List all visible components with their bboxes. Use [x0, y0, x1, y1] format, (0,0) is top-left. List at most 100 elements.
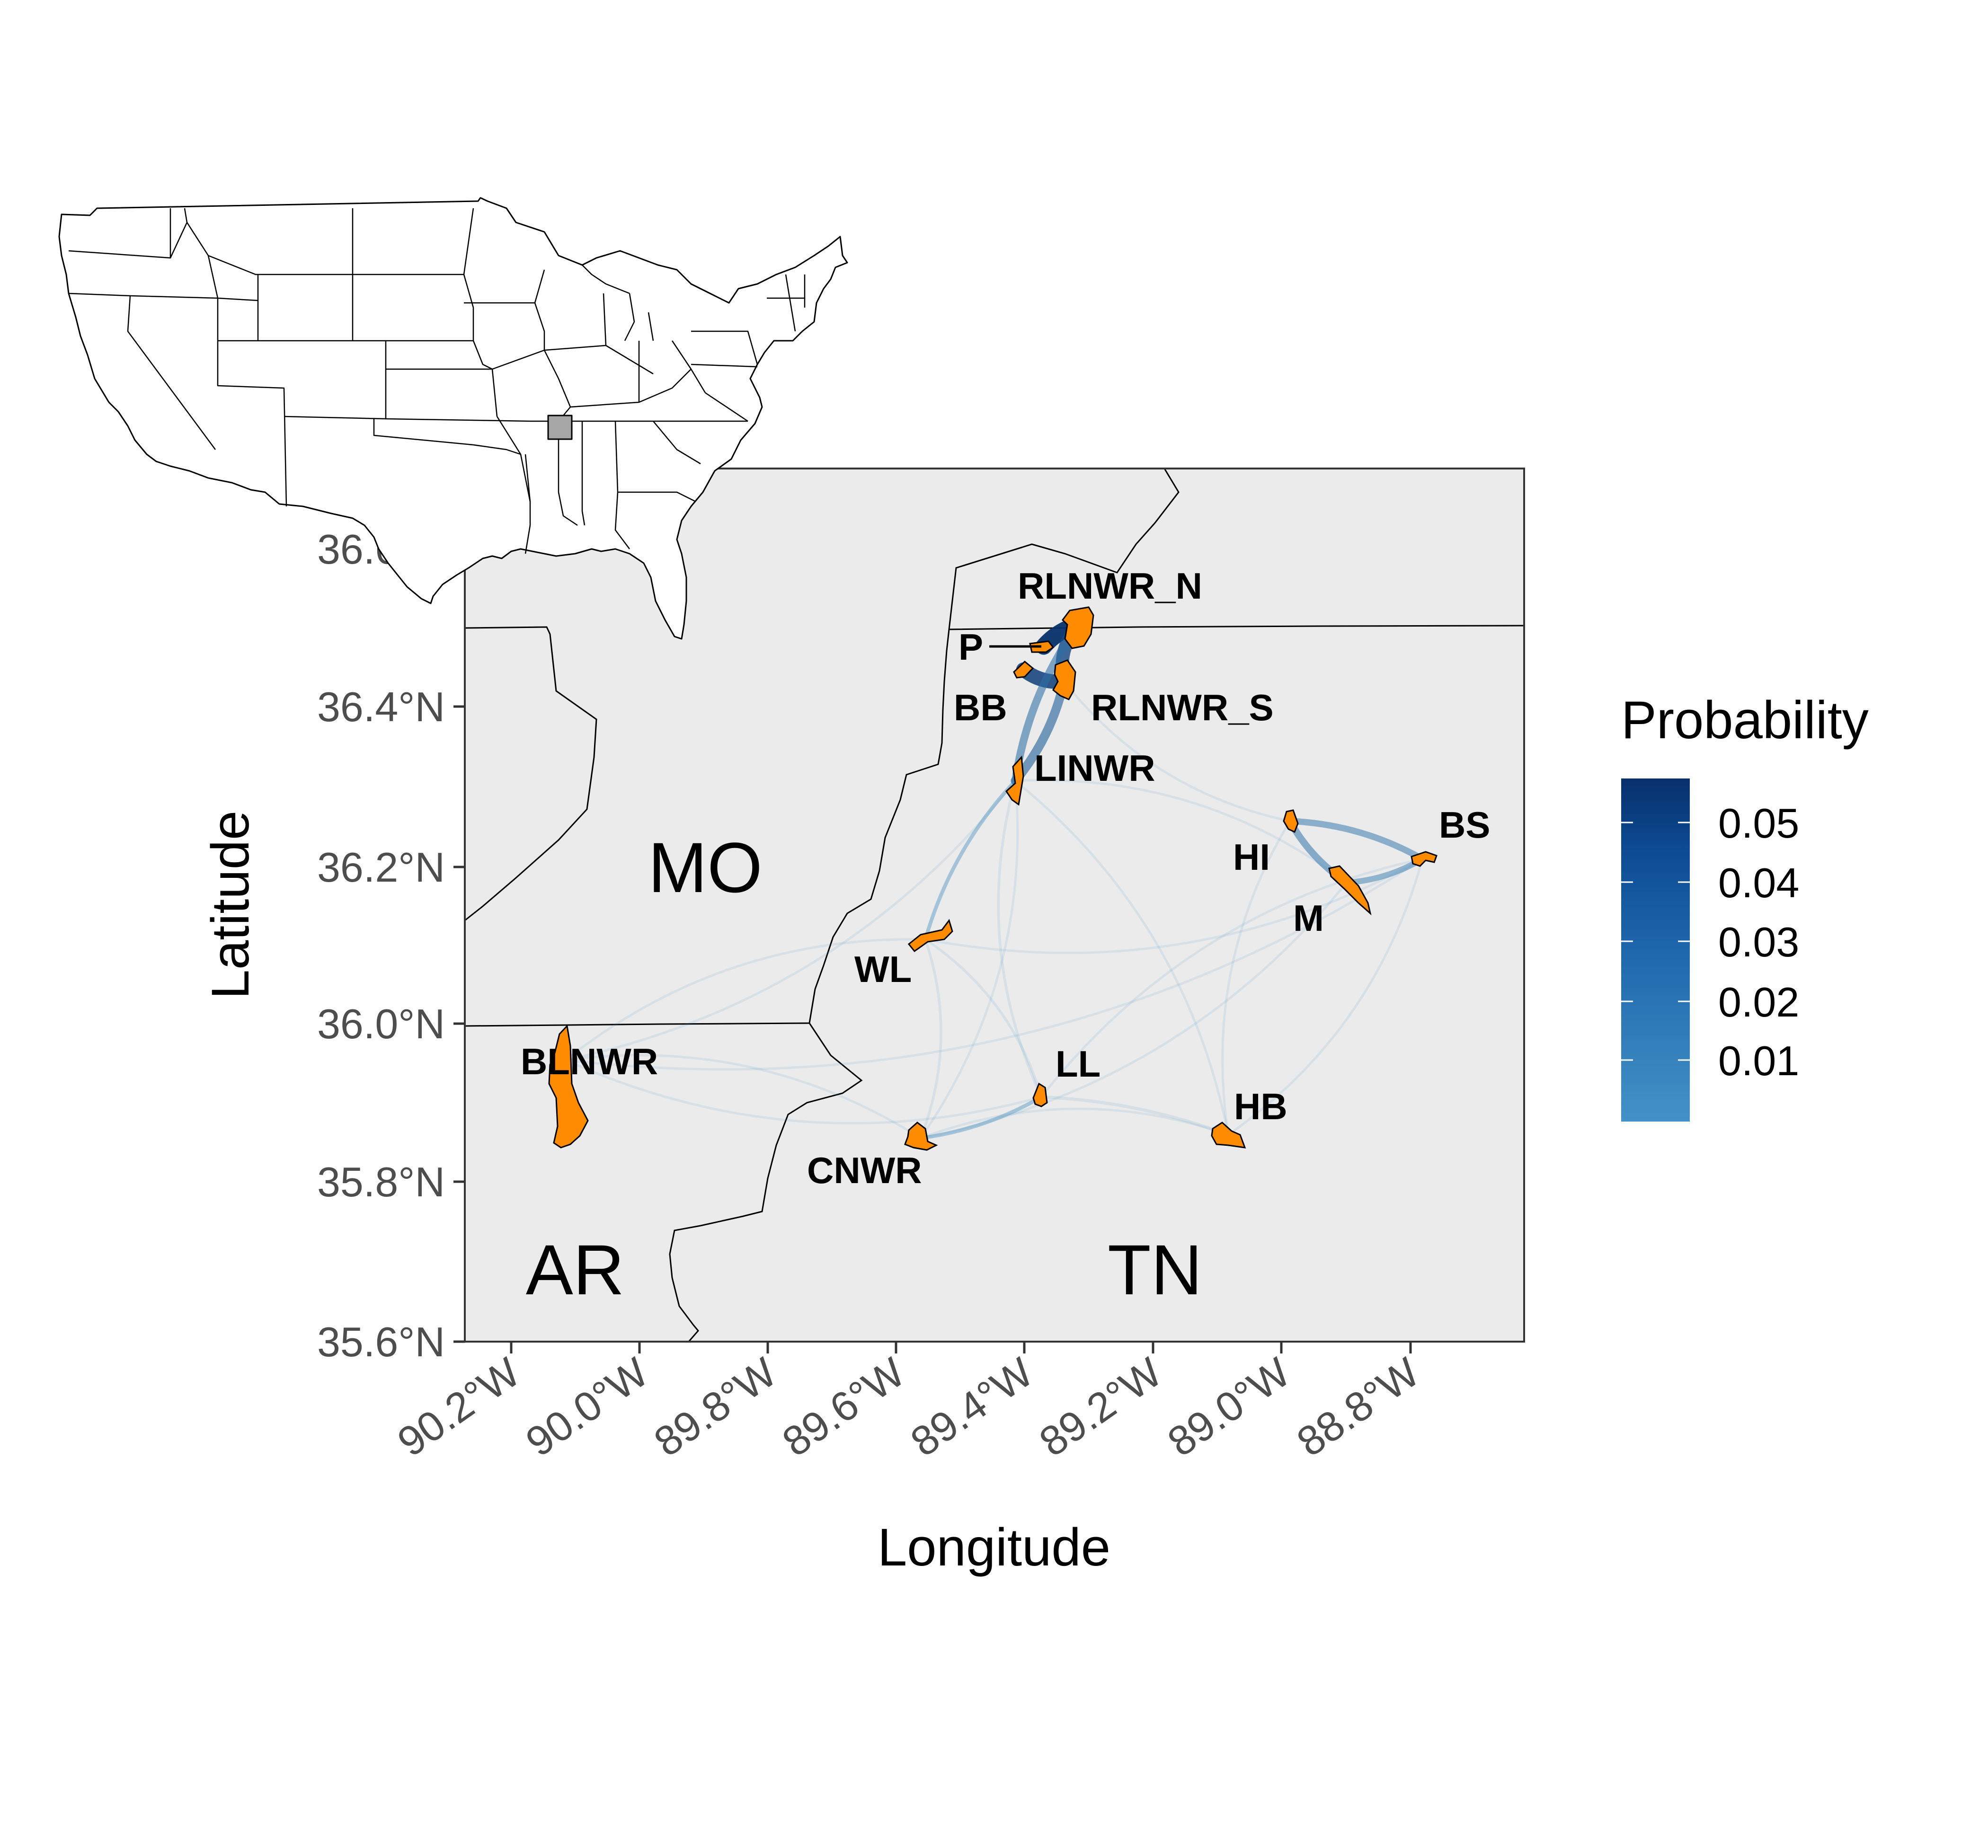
state-labels: MO AR TN: [526, 828, 1202, 1309]
y-tick-label: 36.4°N: [317, 683, 445, 730]
site-label-ll: LL: [1056, 1043, 1100, 1085]
site-label-hi: HI: [1233, 836, 1270, 878]
flow-path-wl-ll: [924, 938, 1043, 1098]
us-outline: [58, 197, 848, 640]
flow-path-hb-bs: [1227, 858, 1424, 1136]
x-tick-label: 89.6°W: [774, 1348, 913, 1465]
state-line: [464, 302, 545, 350]
site-polygon-wl: [907, 919, 953, 953]
site-label-rlnwr-s: RLNWR_S: [1091, 687, 1274, 728]
flow-path-linwr-cnwr: [919, 779, 1019, 1140]
x-tick-label: 90.2°W: [389, 1348, 528, 1465]
y-tick-label: 36.2°N: [317, 844, 445, 891]
site-polygon-hb: [1211, 1122, 1246, 1149]
site-polygon-m: [1328, 865, 1372, 916]
state-line: [570, 369, 692, 408]
flow-path-linwr-ll: [997, 779, 1043, 1098]
state-line: [653, 421, 701, 465]
flow-path-linwr-m: [1014, 779, 1348, 884]
state-line: [257, 274, 387, 419]
site-label-p: P: [958, 626, 983, 668]
site-polygon-cnwr: [904, 1122, 938, 1151]
mo-ar-border: [465, 1022, 810, 1027]
flow-path-cnwr-hb: [919, 1107, 1230, 1140]
flow-path-linwr-hb: [1014, 779, 1230, 1136]
state-line: [581, 421, 586, 526]
flow-path-rlnwr_n-linwr: [1011, 620, 1083, 785]
site-label-linwr: LINWR: [1034, 747, 1155, 789]
site-polygon-blnwr: [548, 1024, 589, 1149]
flow-path-rlnwr_s-hi: [1063, 680, 1291, 822]
site-polygon-rlnwr-s: [1052, 659, 1076, 700]
state-line: [386, 340, 493, 370]
state-label-mo: MO: [648, 828, 763, 907]
state-line: [534, 269, 545, 303]
flow-path-ll-bs: [1040, 858, 1424, 1098]
y-tick-label: 36.0°N: [317, 1000, 445, 1047]
site-polygon-hi: [1283, 809, 1299, 833]
legend-label: 0.04: [1718, 859, 1799, 906]
state-line: [648, 312, 654, 341]
flow-path-linwr-blnwr: [564, 779, 1017, 1061]
legend-label: 0.05: [1718, 800, 1799, 847]
state-line: [582, 265, 630, 294]
state-label-ar: AR: [526, 1230, 624, 1309]
site-labels: RLNWR_N P BB RLNWR_S LINWR HI BS M WL BL…: [521, 565, 1490, 1191]
flow-path-wl-blnwr: [564, 938, 927, 1061]
state-line: [524, 454, 531, 502]
ky-tn-river-upper: [948, 469, 1180, 630]
state-borders: [465, 469, 1524, 1342]
state-line: [624, 293, 635, 341]
site-label-hb: HB: [1234, 1086, 1287, 1127]
x-tick-label: 89.8°W: [646, 1348, 785, 1465]
us-state-lines: [68, 208, 806, 554]
x-tick-label: 90.0°W: [517, 1348, 657, 1465]
flow-path-wl-cnwr: [919, 938, 942, 1140]
legend-ticks: [1621, 822, 1690, 1061]
y-axis-title: Latitude: [201, 811, 260, 999]
x-tick-label: 89.2°W: [1031, 1348, 1170, 1465]
y-tick-label: 35.6°N: [317, 1318, 445, 1365]
site-label-bs: BS: [1439, 804, 1490, 846]
flow-path-cnwr-m: [919, 881, 1348, 1140]
site-polygon-rlnwr-n: [1062, 606, 1094, 649]
x-tick-label: 89.0°W: [1159, 1348, 1298, 1465]
state-line: [705, 392, 748, 422]
state-line: [284, 416, 531, 422]
mo-tn-river-border: [669, 629, 950, 1342]
state-line: [217, 298, 287, 507]
x-tick-label: 89.4°W: [902, 1348, 1041, 1465]
flow-path-ll-hb: [1039, 1095, 1230, 1137]
state-line: [544, 345, 654, 375]
x-axis-title: Longitude: [878, 1518, 1110, 1577]
x-tick-labels: 90.2°W 90.0°W 89.8°W 89.6°W 89.4°W 89.2°…: [389, 1348, 1428, 1465]
study-area-marker: [547, 415, 573, 440]
site-label-wl: WL: [854, 948, 912, 990]
state-line: [558, 421, 578, 526]
flow-path-blnwr-bs: [564, 858, 1424, 1071]
site-label-cnwr: CNWR: [807, 1149, 922, 1191]
state-line: [618, 491, 696, 503]
site-label-blnwr: BLNWR: [521, 1041, 658, 1082]
legend-title: Probability: [1621, 690, 1869, 750]
flow-path-cnwr-ll: [919, 1095, 1043, 1140]
y-tick-label: 35.8°N: [317, 1158, 445, 1205]
legend-colorbar: [1621, 778, 1690, 1122]
state-line: [614, 421, 630, 549]
state-line: [68, 292, 258, 301]
flow-path-cnwr-blnwr: [564, 1054, 922, 1140]
state-line: [373, 419, 521, 455]
y-tick-labels: 35.6°N 35.8°N 36.0°N 36.2°N 36.4°N 36.6°…: [317, 526, 445, 1365]
state-line: [127, 295, 216, 450]
state-line: [603, 293, 607, 346]
y-axis: [453, 548, 465, 1343]
site-polygons: [548, 606, 1438, 1151]
x-axis: [510, 1342, 1412, 1353]
flow-path-blnwr-ll: [564, 1059, 1043, 1125]
site-label-rlnwr-n: RLNWR_N: [1018, 565, 1202, 607]
legend-label: 0.03: [1718, 919, 1799, 965]
site-polygon-p: [1029, 640, 1055, 653]
site-label-m: M: [1293, 897, 1324, 939]
legend: Probability 0.05 0.04 0.03 0.02 0.01: [1621, 690, 1869, 1122]
